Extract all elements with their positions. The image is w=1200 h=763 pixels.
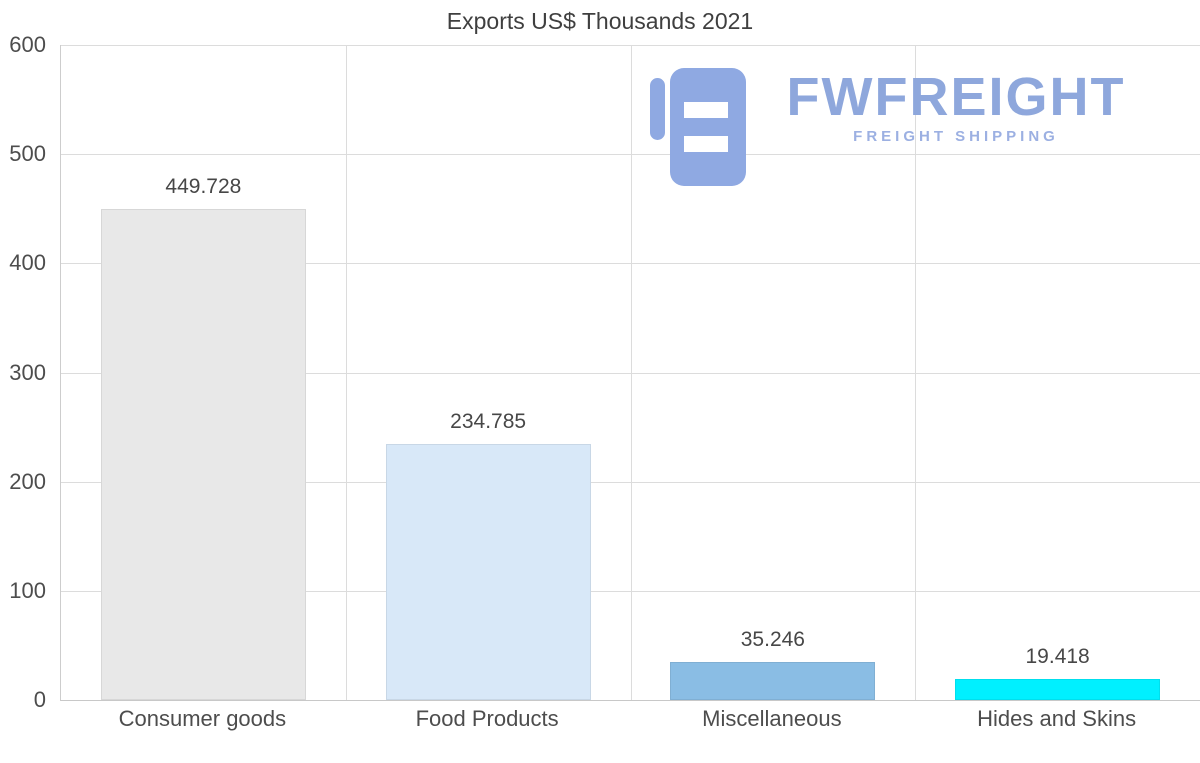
plot-area: 449.728 234.785 35.246 19.418 <box>60 45 1200 701</box>
bar-hides-and-skins <box>955 678 1161 700</box>
v-gridline <box>630 45 632 700</box>
value-label-miscellaneous: 35.246 <box>740 627 805 651</box>
v-gridline <box>345 45 347 700</box>
x-tick-label-miscellaneous: Miscellaneous <box>702 706 842 731</box>
fwfreight-logo-text: FWFREIGHT FREIGHT SHIPPING <box>760 66 1152 145</box>
bar-slot-miscellaneous: 35.246 <box>631 45 916 700</box>
fwfreight-brand-name: FWFREIGHT <box>786 67 1126 127</box>
value-label-food-products: 234.785 <box>450 409 527 433</box>
y-tick-label: 200 <box>9 468 46 494</box>
y-tick-label: 100 <box>9 577 46 603</box>
x-tick-label-consumer-goods: Consumer goods <box>118 706 287 731</box>
x-tick-label-food-products: Food Products <box>415 706 559 731</box>
bar-slot-consumer-goods: 449.728 <box>61 45 346 700</box>
bar-consumer-goods <box>100 209 306 700</box>
bar-slot-hides-and-skins: 19.418 <box>915 45 1200 700</box>
value-label-consumer-goods: 449.728 <box>165 175 242 199</box>
v-gridline <box>915 45 917 700</box>
y-tick-label: 400 <box>9 250 46 276</box>
y-tick-label: 600 <box>9 32 46 57</box>
y-tick-label: 500 <box>9 141 46 167</box>
y-tick-label: 300 <box>9 359 46 385</box>
y-tick-label: 0 <box>33 687 46 712</box>
fwfreight-logo-icon <box>650 68 746 186</box>
bar-miscellaneous <box>670 661 876 700</box>
x-tick-label-hides-and-skins: Hides and Skins <box>977 706 1137 731</box>
fwfreight-watermark: FWFREIGHT FREIGHT SHIPPING <box>650 66 1155 188</box>
chart-title: Exports US$ Thousands 2021 <box>446 8 754 34</box>
y-axis: 0 100 200 300 400 500 600 <box>0 32 48 712</box>
bar-food-products <box>385 443 591 700</box>
x-axis: Consumer goods Food Products Miscellaneous… <box>60 706 1199 732</box>
fwfreight-tagline: FREIGHT SHIPPING <box>853 128 1059 146</box>
value-label-hides-and-skins: 19.418 <box>1025 644 1090 668</box>
bar-slot-food-products: 234.785 <box>346 45 631 700</box>
